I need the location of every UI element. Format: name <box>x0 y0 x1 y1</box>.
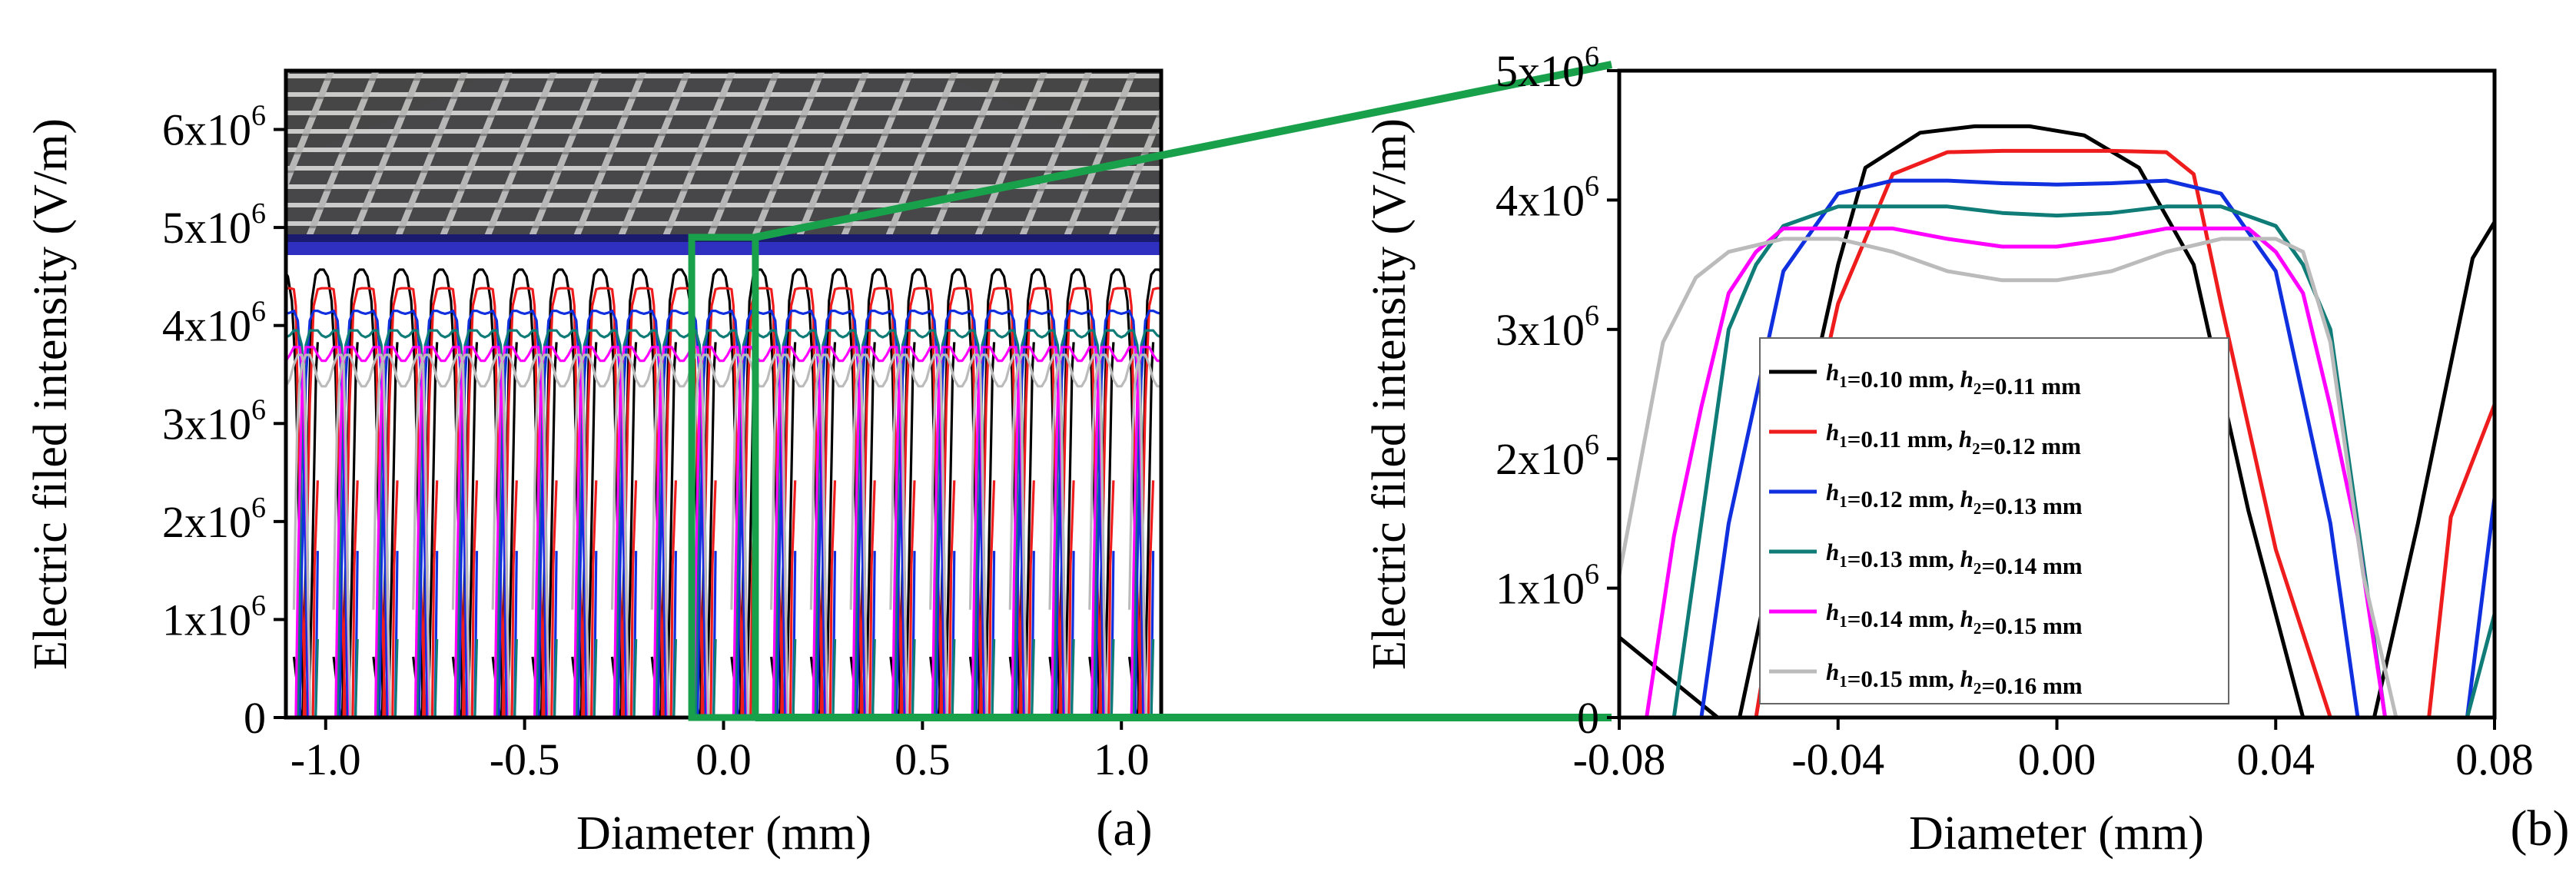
panel-b-x-tick-label: 0.04 <box>2237 734 2315 784</box>
panel-a-xlabel: Diameter (mm) <box>576 807 871 860</box>
panel-a-ylabel: Electric filed intensity (V/m) <box>25 118 77 670</box>
panel-a-y-tick-label: 2x106 <box>162 492 266 547</box>
legend-entry-5: h1=0.14 mm, h2=0.15 mm <box>1826 598 2083 639</box>
grid-structure-inset <box>285 70 1162 255</box>
panel-b-y-tick-label: 0 <box>1577 693 1599 743</box>
panel-b-series <box>1619 124 2495 718</box>
panel-a-x-tick-label: 0.0 <box>695 734 752 784</box>
panel-a-y-tick-label: 1x106 <box>162 589 266 645</box>
panel-b-x-tick-label: 0.08 <box>2455 734 2534 784</box>
panel-b-x-tick-label: 0.00 <box>2018 734 2096 784</box>
panel-b-y-tick-label: 3x106 <box>1495 300 1599 355</box>
panel-b-ticks: -0.08 -0.04 0.00 0.04 0.08 0 1x106 2x106 3x106 4x… <box>1495 41 2534 784</box>
panel-a: -1.0 -0.5 0.0 0.5 1.0 0 1x106 2x106 3x106 4x106 5x… <box>25 68 1164 860</box>
panel-b-label: (b) <box>2511 800 2570 857</box>
panel-b-x-tick-label: -0.04 <box>1791 734 1884 784</box>
panel-a-x-tick-label: -1.0 <box>290 734 361 784</box>
panel-a-x-tick-label: 1.0 <box>1094 734 1150 784</box>
panel-b-xlabel: Diameter (mm) <box>1909 807 2204 860</box>
legend-entry-2: h1=0.11 mm, h2=0.12 mm <box>1826 419 2081 459</box>
zoom-connector-top <box>754 61 1612 241</box>
panel-a-label: (a) <box>1096 800 1152 857</box>
legend-entry-1: h1=0.10 mm, h2=0.11 mm <box>1826 359 2081 399</box>
panel-b-y-tick-label: 4x106 <box>1495 170 1599 225</box>
panel-a-x-tick-label: 0.5 <box>895 734 951 784</box>
panel-b-series-line-3 <box>1619 178 2495 718</box>
panel-a-y-tick-label: 3x106 <box>162 393 266 449</box>
panel-a-series-line-4 <box>286 329 1161 718</box>
panel-b-ylabel: Electric filed intensity (V/m) <box>1363 118 1416 670</box>
panel-a-series <box>286 268 1161 718</box>
legend-box <box>1759 337 2229 704</box>
panel-b-x-tick-label: -0.08 <box>1573 734 1666 784</box>
legend-entry-3: h1=0.12 mm, h2=0.13 mm <box>1826 479 2083 519</box>
panel-a-y-tick-label: 0 <box>244 693 266 743</box>
panel-b-y-tick-label: 1x106 <box>1495 559 1599 614</box>
panel-a-y-tick-label: 6x106 <box>162 100 266 155</box>
panel-a-x-tick-label: -0.5 <box>490 734 560 784</box>
panel-b-y-tick-label: 5x106 <box>1495 41 1599 96</box>
panel-a-ticks: -1.0 -0.5 0.0 0.5 1.0 0 1x106 2x106 3x106 4x106 5x… <box>162 100 1149 784</box>
panel-a-series-line-5 <box>286 346 1161 718</box>
panel-a-series-line-6 <box>286 353 1161 718</box>
panel-a-y-tick-label: 5x106 <box>162 197 266 253</box>
panel-a-y-tick-label: 4x106 <box>162 296 266 351</box>
legend: h1=0.10 mm, h2=0.11 mm h1=0.11 mm, h2=0.1… <box>1759 337 2229 704</box>
legend-entry-4: h1=0.13 mm, h2=0.14 mm <box>1826 539 2083 579</box>
zoom-box <box>688 234 759 721</box>
panel-b: -0.08 -0.04 0.00 0.04 0.08 0 1x106 2x106 3x106 4x… <box>1363 41 2569 860</box>
panel-b-y-tick-label: 2x106 <box>1495 429 1599 484</box>
panel-b-series-line-6 <box>1619 237 2495 718</box>
legend-entry-6: h1=0.15 mm, h2=0.16 mm <box>1826 658 2083 699</box>
